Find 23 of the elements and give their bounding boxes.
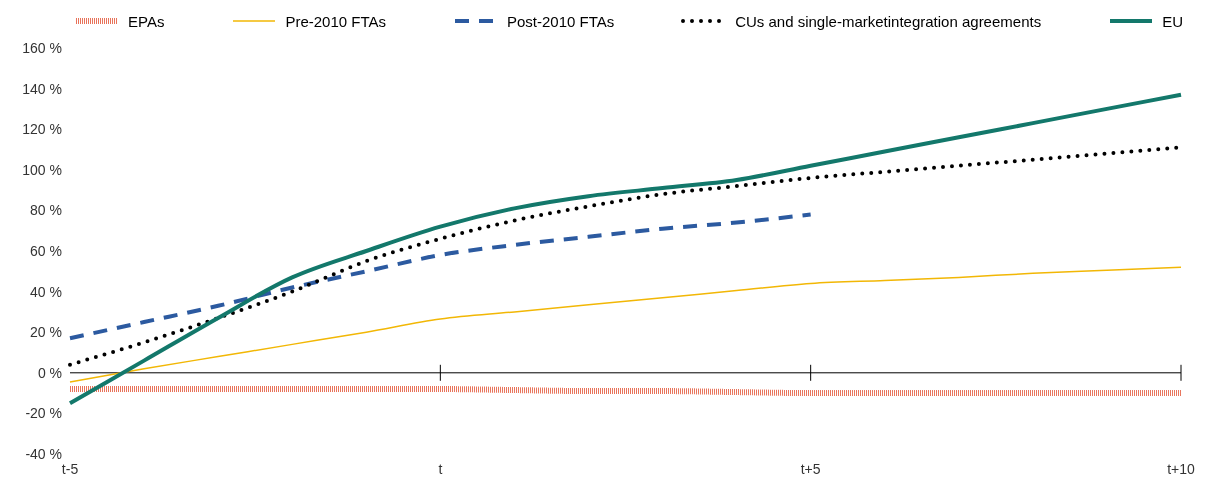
y-tick-label: 120 % [22,121,62,138]
y-tick-label: 80 % [30,202,62,219]
legend-label: EPAs [128,12,165,30]
x-tick-label: t+10 [1167,461,1196,477]
y-tick-label: -20 % [25,405,62,422]
y-tick-label: 40 % [30,283,62,300]
line-series [68,92,1183,406]
x-tick-label: t-5 [61,461,79,477]
y-tick-label: 20 % [30,324,62,341]
legend-label: Post-2010 FTAs [506,12,615,30]
y-tick-label: 100 % [22,161,62,178]
y-tick-label: 160 % [22,39,62,56]
y-tick-label: 60 % [30,242,62,259]
legend-label: EU [1162,12,1183,30]
line-series [68,212,813,341]
legend-label: CUs and single-marketintegration agreements [735,12,1042,30]
y-tick-label: -40 % [25,445,62,462]
x-tick-label: t [438,461,443,477]
x-tick-label: t+5 [800,461,821,477]
legend-label: Pre-2010 FTAs [285,12,386,30]
y-tick-label: 0 % [37,364,62,381]
line-series [69,266,1182,383]
y-tick-label: 140 % [22,80,62,97]
